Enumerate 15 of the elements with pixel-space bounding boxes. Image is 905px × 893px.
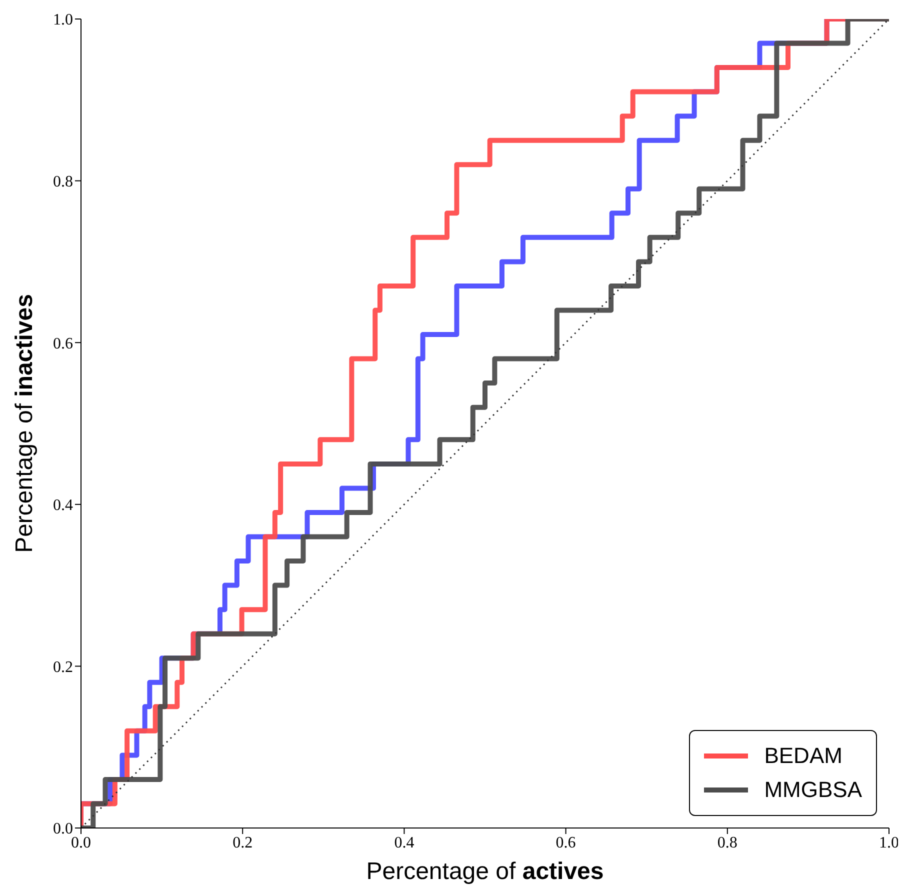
y-axis-title: Percentage of inactives	[11, 294, 38, 553]
x-tick-label: 0.8	[717, 834, 738, 852]
y-tick-label: 1.0	[53, 12, 73, 29]
x-tick-label: 0.0	[71, 834, 91, 852]
y-tick-label: 0.8	[53, 173, 73, 190]
y-tick-label: 0.4	[53, 497, 73, 514]
x-axis-title: Percentage of actives	[366, 858, 604, 885]
y-tick-label: 0.2	[53, 658, 73, 676]
y-tick-label: 0.6	[53, 335, 73, 352]
x-tick-label: 0.2	[232, 834, 253, 852]
x-tick-label: 0.6	[556, 834, 576, 852]
legend-label: MMGBSA	[764, 777, 862, 803]
y-tick-label: 0.0	[53, 820, 73, 838]
legend-label: BEDAM	[764, 743, 842, 769]
x-tick-label: 0.4	[394, 834, 414, 852]
